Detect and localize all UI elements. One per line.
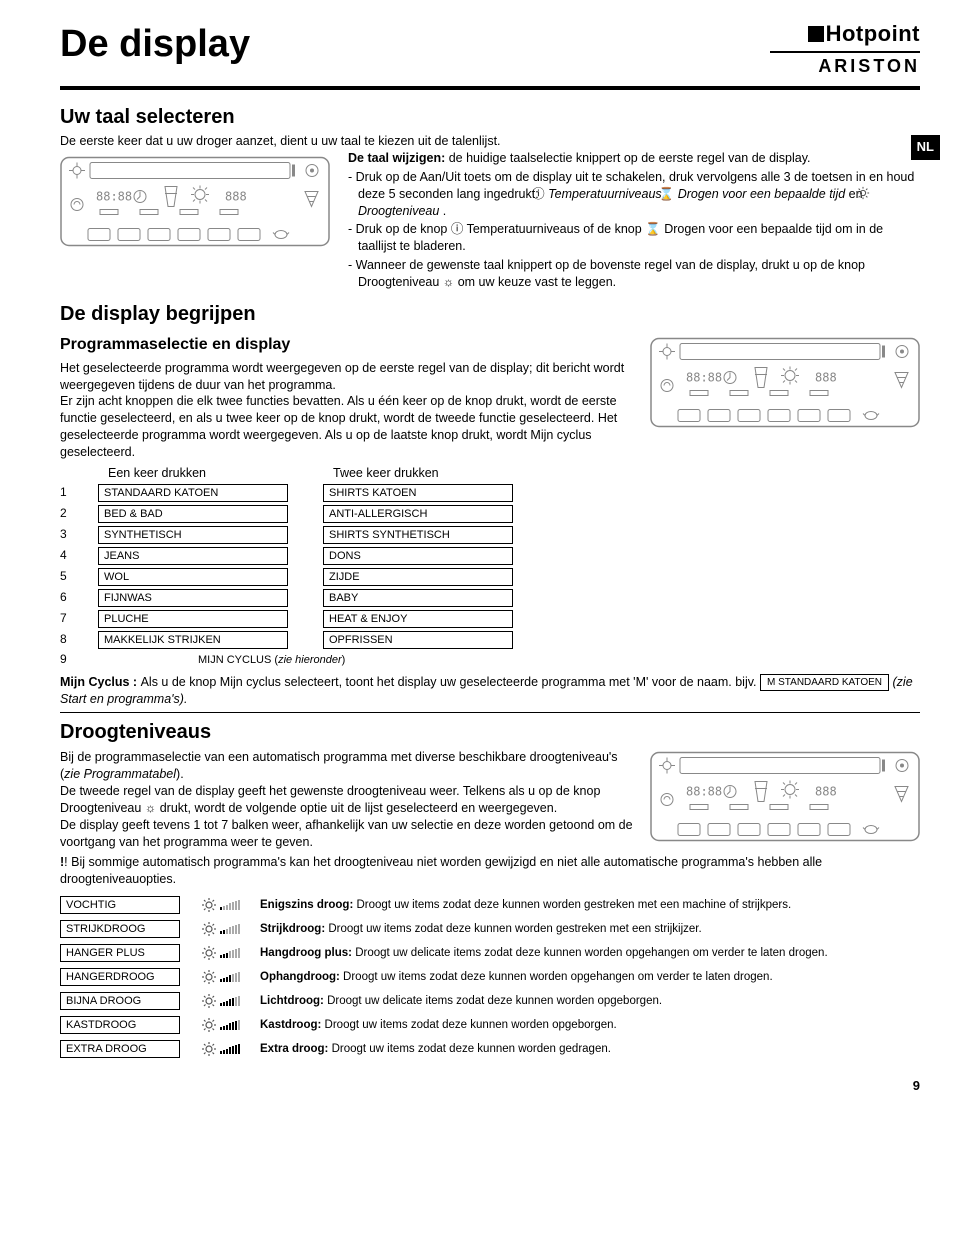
dry-level-row: BIJNA DROOGLichtdroog: Droogt uw delicat… <box>60 992 920 1010</box>
dry-level-row: HANGERDROOGOphangdroog: Droogt uw items … <box>60 968 920 986</box>
language-intro: De eerste keer dat u uw droger aanzet, d… <box>60 133 920 150</box>
brand-logo: Hotpoint ARISTON <box>770 20 920 78</box>
page-number: 9 <box>60 1078 920 1095</box>
program-row: 3SYNTHETISCHSHIRTS SYNTHETISCH <box>60 526 920 544</box>
dry-levels-table: VOCHTIGEnigszins droog: Droogt uw items … <box>60 896 920 1058</box>
section-drylevels-title: Droogteniveaus <box>60 719 920 745</box>
display-diagram-3 <box>650 749 920 844</box>
program-table: 1STANDAARD KATOENSHIRTS KATOEN 2BED & BAD… <box>60 484 920 668</box>
program-row: 1STANDAARD KATOENSHIRTS KATOEN <box>60 484 920 502</box>
program-row: 2BED & BADANTI-ALLERGISCH <box>60 505 920 523</box>
dry-level-row: VOCHTIGEnigszins droog: Droogt uw items … <box>60 896 920 914</box>
display-diagram-1 <box>60 154 330 249</box>
dry-level-row: KASTDROOGKastdroog: Droogt uw items zoda… <box>60 1016 920 1034</box>
dry-level-row: STRIJKDROOGStrijkdroog: Droogt uw items … <box>60 920 920 938</box>
section-understand-title: De display begrijpen <box>60 301 920 327</box>
drylevels-warning: !! Bij sommige automatisch programma's k… <box>60 854 920 888</box>
program-row: 9MIJN CYCLUS (zie hieronder) <box>60 652 920 668</box>
program-row: 5WOLZIJDE <box>60 568 920 586</box>
display-diagram-2 <box>650 335 920 430</box>
program-column-headers: Een keer drukken Twee keer drukken <box>60 465 920 481</box>
language-badge: NL <box>911 135 940 160</box>
program-row: 7PLUCHEHEAT & ENJOY <box>60 610 920 628</box>
language-instructions: De taal wijzigen: de huidige taalselecti… <box>348 150 920 291</box>
page-title: De display <box>60 20 250 69</box>
program-row: 4JEANSDONS <box>60 547 920 565</box>
mijn-cyclus-text: Mijn Cyclus : Als u de knop Mijn cyclus … <box>60 674 920 708</box>
program-row: 8MAKKELIJK STRIJKENOPFRISSEN <box>60 631 920 649</box>
section-language-title: Uw taal selecteren <box>60 104 920 130</box>
dry-level-row: HANGER PLUSHangdroog plus: Droogt uw del… <box>60 944 920 962</box>
dry-level-row: EXTRA DROOGExtra droog: Droogt uw items … <box>60 1040 920 1058</box>
program-row: 6FIJNWASBABY <box>60 589 920 607</box>
